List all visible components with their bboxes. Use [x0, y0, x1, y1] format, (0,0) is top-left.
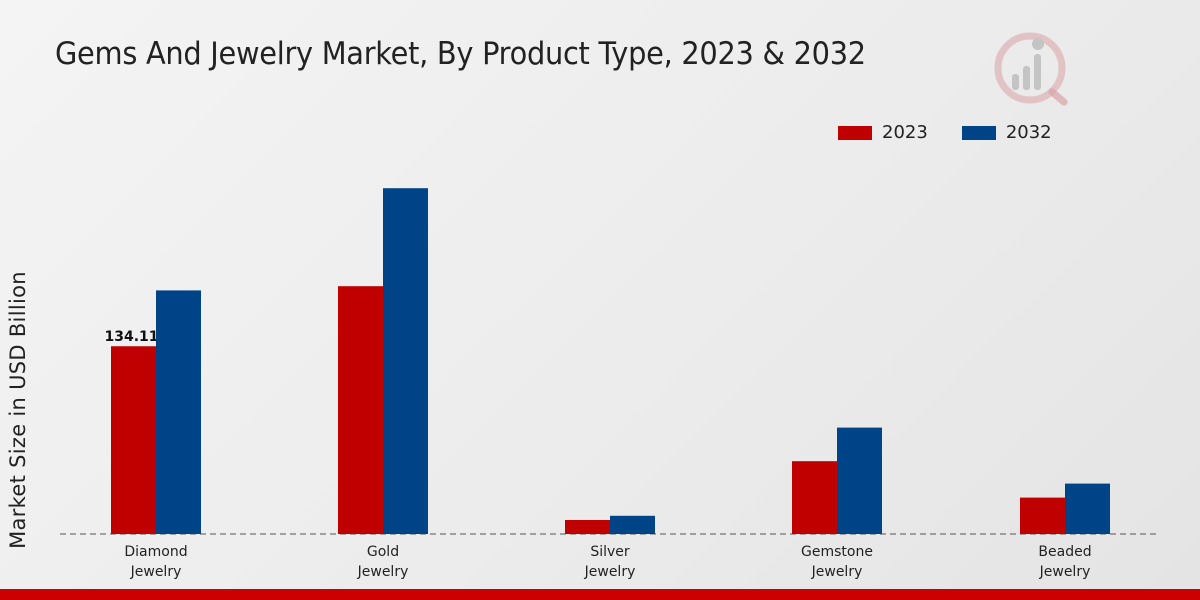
x-tick-label-3-1: Jewelry — [811, 564, 863, 580]
bar-2032-0 — [156, 290, 201, 534]
x-tick-label-1-0: Gold — [367, 544, 399, 560]
market-research-logo-icon — [994, 32, 1068, 106]
bar-2023-2 — [565, 520, 610, 534]
chart-title: Gems And Jewelry Market, By Product Type… — [55, 36, 866, 72]
bar-2032-1 — [383, 188, 428, 534]
x-tick-label-4-1: Jewelry — [1039, 564, 1091, 580]
x-tick-label-0-1: Jewelry — [130, 564, 182, 580]
chart-legend: 2023 2032 — [838, 122, 1086, 143]
x-tick-label-3-0: Gemstone — [801, 544, 873, 560]
legend-swatch-2023 — [838, 125, 872, 140]
legend-item-2023: 2023 — [838, 122, 928, 143]
x-tick-label-4-0: Beaded — [1038, 544, 1091, 560]
data-label-2023-0: 134.11 — [104, 329, 158, 345]
legend-swatch-2032 — [961, 125, 996, 140]
bar-2032-2 — [610, 515, 655, 534]
bar-2023-4 — [1020, 497, 1065, 534]
x-tick-label-1-1: Jewelry — [357, 564, 409, 580]
legend-label-2032: 2032 — [1005, 122, 1052, 143]
x-tick-label-0-0: Diamond — [124, 544, 187, 560]
accent-bottom-bar — [0, 589, 1200, 600]
legend-label-2023: 2023 — [882, 122, 928, 143]
legend-item-2032: 2032 — [961, 122, 1052, 143]
bar-2023-1 — [338, 286, 383, 534]
x-tick-label-2-1: Jewelry — [584, 564, 636, 580]
bar-2023-3 — [792, 461, 837, 534]
bar-2032-3 — [837, 427, 882, 534]
bar-2032-4 — [1065, 483, 1110, 534]
bar-2023-0 — [111, 346, 156, 534]
x-tick-label-2-0: Silver — [590, 544, 630, 560]
